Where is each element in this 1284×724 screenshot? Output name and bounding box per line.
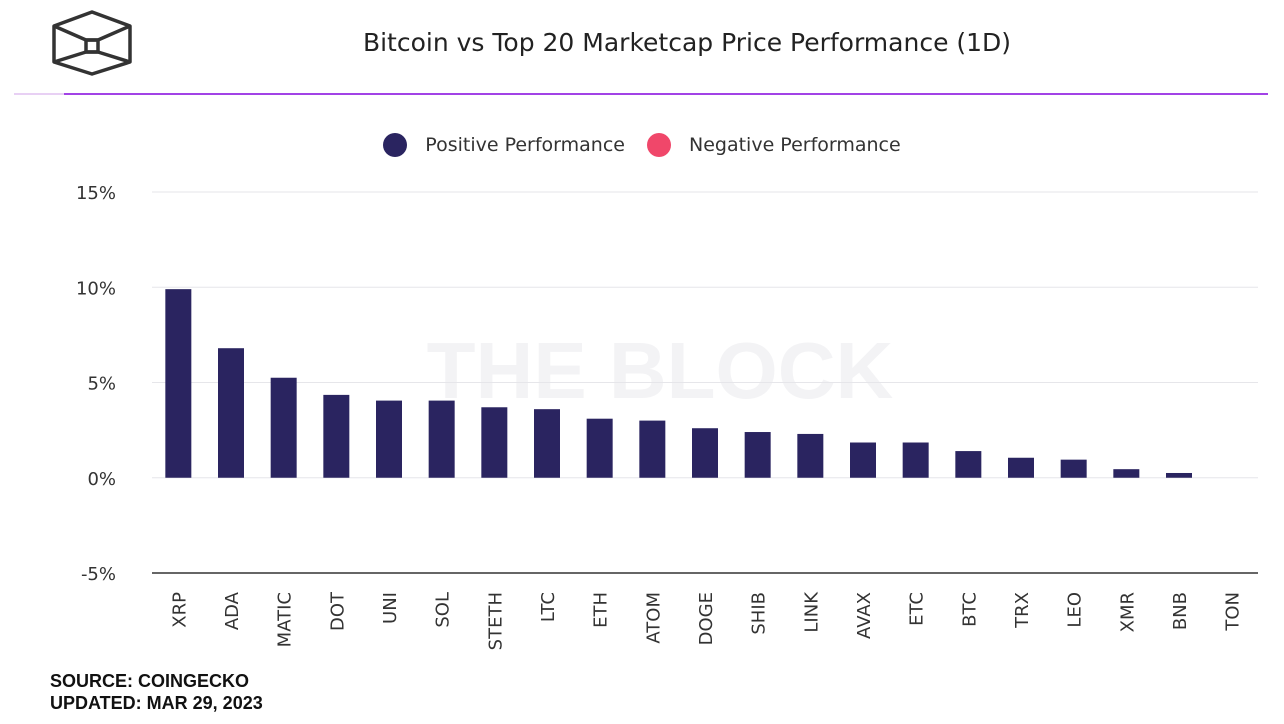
y-tick-label: 5% xyxy=(87,374,116,395)
header-divider xyxy=(14,93,1268,95)
x-tick-label: DOGE xyxy=(696,592,717,645)
y-tick-label: -5% xyxy=(81,564,116,585)
legend-positive[interactable]: Positive Performance xyxy=(383,133,625,157)
bar-btc[interactable] xyxy=(955,451,982,478)
bar-xrp[interactable] xyxy=(165,289,192,478)
source-text: SOURCE: COINGECKO xyxy=(50,671,250,691)
bar-link[interactable] xyxy=(797,433,824,478)
bar-doge[interactable] xyxy=(692,428,718,478)
legend-negative[interactable]: Negative Performance xyxy=(646,133,901,157)
legend-positive-label: Positive Performance xyxy=(425,134,625,156)
x-tick-label: BTC xyxy=(959,592,980,627)
source-note: SOURCE: COINGECKO UPDATED: MAR 29, 2023 xyxy=(50,670,263,714)
legend-negative-label: Negative Performance xyxy=(688,134,901,156)
x-tick-label: LINK xyxy=(801,591,822,633)
positive-swatch xyxy=(383,133,408,157)
bar-bnb[interactable] xyxy=(1166,472,1192,478)
x-tick-label: DOT xyxy=(327,591,348,631)
x-tick-label: BNB xyxy=(1170,592,1191,630)
x-tick-label: TON xyxy=(1223,592,1244,632)
negative-swatch xyxy=(646,133,671,157)
y-tick-label: 15% xyxy=(76,183,116,204)
bar-xmr[interactable] xyxy=(1113,469,1140,478)
x-tick-label: TRX xyxy=(1012,592,1033,629)
the-block-logo xyxy=(52,10,132,76)
x-tick-label: SHIB xyxy=(749,592,770,635)
bar-eth[interactable] xyxy=(586,418,613,478)
x-tick-label: ETH xyxy=(591,592,612,628)
bar-shib[interactable] xyxy=(744,432,771,478)
updated-text: UPDATED: MAR 29, 2023 xyxy=(50,693,263,713)
bar-leo[interactable] xyxy=(1060,459,1087,478)
x-tick-label: XRP xyxy=(169,592,190,628)
x-tick-label: ADA xyxy=(222,591,243,630)
chart-title: Bitcoin vs Top 20 Marketcap Price Perfor… xyxy=(362,28,1012,57)
bar-ada[interactable] xyxy=(218,348,244,478)
x-tick-label: MATIC xyxy=(275,592,296,647)
x-tick-label: UNI xyxy=(380,592,401,624)
x-tick-label: SOL xyxy=(433,592,454,628)
bar-matic[interactable] xyxy=(270,377,297,478)
watermark: THE BLOCK xyxy=(427,326,894,415)
bar-atom[interactable] xyxy=(639,420,666,478)
x-tick-label: LTC xyxy=(538,592,559,622)
x-tick-label: AVAX xyxy=(854,592,875,639)
bar-etc[interactable] xyxy=(902,442,929,478)
x-tick-label: STETH xyxy=(485,592,506,650)
bar-trx[interactable] xyxy=(1008,457,1034,478)
bar-steth[interactable] xyxy=(481,407,508,478)
x-tick-label: XMR xyxy=(1117,592,1138,632)
y-tick-label: 0% xyxy=(87,469,116,490)
legend: Positive Performance Negative Performanc… xyxy=(0,133,1284,157)
y-tick-label: 10% xyxy=(76,278,116,299)
bar-sol[interactable] xyxy=(428,400,455,478)
bar-uni[interactable] xyxy=(376,400,402,478)
bar-dot[interactable] xyxy=(323,394,350,478)
x-tick-label: ATOM xyxy=(643,592,664,644)
bar-avax[interactable] xyxy=(850,442,876,478)
x-tick-label: LEO xyxy=(1065,592,1086,628)
x-tick-label: ETC xyxy=(907,592,928,626)
bar-ltc[interactable] xyxy=(534,409,560,478)
